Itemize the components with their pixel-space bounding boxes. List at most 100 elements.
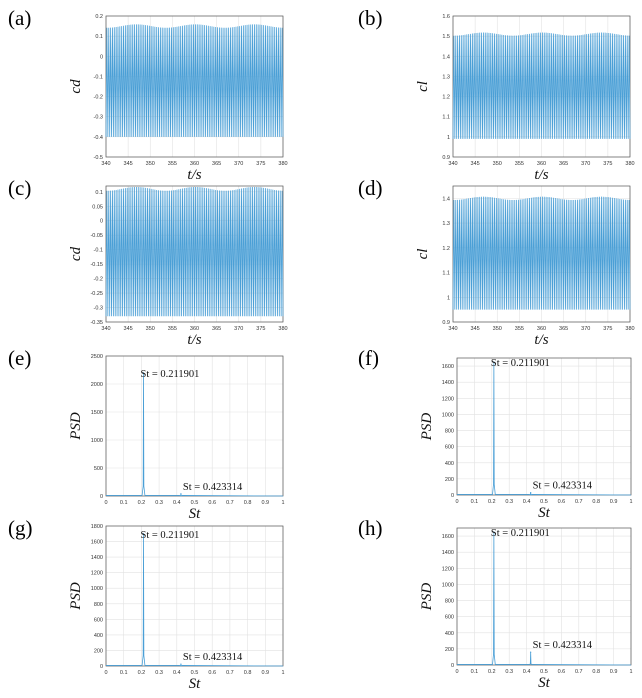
peak-annotation: St = 0.211901	[141, 369, 200, 380]
y-tick-label: 1.1	[442, 271, 450, 277]
y-tick-label: 1.1	[442, 115, 450, 121]
psd-peak	[180, 493, 182, 495]
x-tick-label: 380	[625, 326, 634, 332]
y-tick-label: 1.2	[442, 95, 450, 101]
x-tick-label: 380	[278, 326, 287, 332]
x-tick-label: 340	[448, 161, 457, 167]
y-tick-label: 1000	[442, 582, 454, 588]
x-tick-label: 0.8	[592, 499, 600, 505]
series-line	[452, 32, 631, 139]
y-tick-label: 500	[94, 466, 103, 472]
y-tick-label: 0	[451, 493, 454, 499]
y-tick-label: 1500	[91, 410, 103, 416]
x-tick-label: 365	[559, 326, 568, 332]
x-tick-label: 0.1	[471, 499, 479, 505]
panel-letter: (c)	[8, 176, 32, 200]
series-line	[105, 24, 284, 137]
psd-peak	[530, 651, 532, 653]
chart-panel-g: 0 0.1 0.2 0.3 0.4 0.5 0.6 0.7 0.8 0.9 1 0 200 400 600 8…	[68, 524, 285, 692]
axes-frame	[105, 185, 284, 323]
y-tick-label: -0.5	[94, 155, 103, 161]
x-tick-label: 0.8	[244, 500, 252, 506]
x-tick-label: 375	[603, 161, 612, 167]
x-tick-label: 360	[537, 326, 546, 332]
axes-frame	[105, 15, 284, 158]
x-tick-label: 375	[603, 326, 612, 332]
x-tick-label: 345	[471, 161, 480, 167]
y-tick-label: 1.4	[442, 196, 450, 202]
peak-annotation: St = 0.423314	[533, 481, 593, 492]
x-axis-label: t/s	[187, 332, 201, 348]
x-tick-label: 0	[455, 669, 458, 675]
y-tick-label: 200	[445, 647, 454, 653]
x-tick-label: 0.4	[523, 669, 531, 675]
chart-panel-e: 0 0.1 0.2 0.3 0.4 0.5 0.6 0.7 0.8 0.9 1 0 500 1000 150…	[68, 354, 285, 522]
y-tick-label: 1200	[442, 396, 454, 402]
y-tick-label: 1600	[442, 534, 454, 540]
y-tick-label: 1400	[91, 555, 103, 561]
y-tick-label: 200	[94, 648, 103, 654]
y-tick-label: 400	[94, 633, 103, 639]
y-tick-label: -0.2	[94, 277, 103, 283]
psd-peak	[530, 491, 532, 494]
y-tick-label: -0.4	[94, 135, 103, 141]
x-tick-label: 340	[448, 326, 457, 332]
y-tick-label: 0.05	[92, 204, 103, 210]
x-tick-label: 0.3	[155, 500, 163, 506]
y-tick-label: 1	[447, 295, 450, 301]
panel-letter: (g)	[8, 516, 33, 540]
x-tick-label: 0.6	[208, 500, 216, 506]
x-tick-label: 0.3	[505, 669, 513, 675]
x-tick-label: 0.6	[558, 669, 566, 675]
y-tick-label: 1400	[442, 380, 454, 386]
x-tick-label: 0	[104, 500, 107, 506]
y-tick-label: 400	[445, 631, 454, 637]
y-tick-label: 1600	[91, 540, 103, 546]
panel-letter: (a)	[8, 6, 32, 30]
chart-panel-h: 0 0.1 0.2 0.3 0.4 0.5 0.6 0.7 0.8 0.9 1 0 200 400 600 8…	[419, 527, 633, 691]
x-axis-label: t/s	[534, 167, 548, 183]
x-tick-label: 0.7	[575, 499, 583, 505]
x-tick-label: 0	[455, 499, 458, 505]
psd-peak	[142, 533, 145, 535]
x-tick-label: 370	[234, 326, 243, 332]
y-tick-label: 1600	[442, 364, 454, 370]
x-tick-label: 1	[629, 669, 632, 675]
y-tick-label: 1.5	[442, 34, 450, 40]
y-tick-label: 1000	[91, 438, 103, 444]
chart-panel-b: 340 345 350 355 360 365 370 375 380 0.9 1 1.1 1.2 1.3…	[415, 14, 635, 183]
y-tick-label: 600	[94, 617, 103, 623]
y-tick-label: 1.6	[442, 14, 450, 20]
y-axis-label: cl	[415, 81, 431, 92]
x-tick-label: 0.2	[488, 499, 496, 505]
x-tick-label: 380	[278, 161, 287, 167]
x-tick-label: 340	[101, 161, 110, 167]
y-tick-label: 0.9	[442, 155, 450, 161]
x-tick-label: 355	[515, 161, 524, 167]
x-tick-label: 365	[212, 161, 221, 167]
x-tick-label: 0.2	[138, 500, 146, 506]
panel-letter: (d)	[358, 176, 383, 200]
axes-frame	[105, 355, 284, 497]
y-tick-label: 1000	[91, 586, 103, 592]
peak-annotation: St = 0.211901	[491, 528, 550, 539]
chart-panel-d: 340 345 350 355 360 365 370 375 380 0.9 1 1.1 1.2 1.3…	[415, 185, 635, 348]
x-tick-label: 0.8	[244, 670, 252, 676]
x-tick-label: 0.1	[120, 500, 128, 506]
x-tick-label: 365	[559, 161, 568, 167]
y-tick-label: 600	[445, 615, 454, 621]
x-tick-label: 0.2	[138, 670, 146, 676]
psd-peak	[493, 531, 495, 533]
y-axis-label: PSD	[68, 412, 84, 441]
x-tick-label: 375	[256, 161, 265, 167]
y-tick-label: -0.05	[90, 233, 103, 239]
psd-peak	[180, 663, 182, 665]
x-axis-label: St	[538, 505, 551, 521]
x-tick-label: 0.5	[540, 669, 548, 675]
y-tick-label: 0	[100, 494, 103, 500]
y-tick-label: 0	[100, 54, 103, 60]
axes-frame	[452, 15, 631, 158]
axes-frame	[456, 527, 632, 666]
x-tick-label: 1	[281, 500, 284, 506]
x-tick-label: 375	[256, 326, 265, 332]
